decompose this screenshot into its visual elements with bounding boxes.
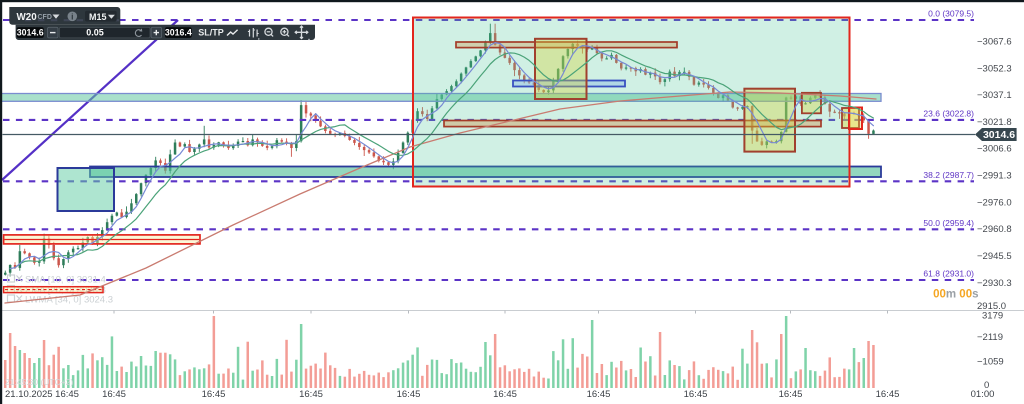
svg-text:21:45:30 (UTC+2): 21:45:30 (UTC+2) [5,377,73,387]
svg-text:3179: 3179 [982,311,1003,322]
svg-text:−2960.8: −2960.8 [977,224,1012,235]
svg-text:38.2 (2987.7): 38.2 (2987.7) [923,170,974,180]
svg-text:−2119: −2119 [977,332,1003,343]
svg-text:W20: W20 [17,12,38,23]
svg-text:0: 0 [984,380,989,391]
svg-text:−2991.3: −2991.3 [977,171,1012,182]
svg-text:−2945.5: −2945.5 [977,251,1012,262]
svg-text:3014.6: 3014.6 [983,129,1015,141]
svg-text:50.0 (2959.4): 50.0 (2959.4) [923,218,974,228]
svg-text:−3052.3: −3052.3 [977,63,1012,74]
svg-text:16:45: 16:45 [102,389,126,400]
svg-text:3016.4: 3016.4 [165,28,192,38]
svg-text:61.8 (2931.0): 61.8 (2931.0) [923,269,974,279]
svg-text:16:45: 16:45 [397,389,421,400]
svg-text:CFD: CFD [38,14,52,21]
svg-text:0.05: 0.05 [86,28,104,38]
svg-text:16:45: 16:45 [779,389,803,400]
svg-text:LWMA [34, 0] 3024.3: LWMA [34, 0] 3024.3 [25,295,113,306]
svg-text:−1059: −1059 [977,357,1004,368]
svg-text:SL/TP: SL/TP [198,28,224,38]
svg-text:21.10.2025 16:45: 21.10.2025 16:45 [5,389,79,400]
svg-text:16:45: 16:45 [587,389,611,400]
svg-text:16:45: 16:45 [299,389,323,400]
svg-text:16:45: 16:45 [493,389,517,400]
svg-text:EMA [20, 0] 3026.8: EMA [20, 0] 3026.8 [25,285,106,296]
svg-text:16:45: 16:45 [684,389,708,400]
svg-text:−3006.6: −3006.6 [977,144,1012,155]
svg-text:16:45: 16:45 [202,389,226,400]
svg-text:−2976.0: −2976.0 [977,197,1012,208]
svg-text:00m 00s: 00m 00s [933,289,978,301]
svg-text:−3067.6: −3067.6 [977,37,1012,48]
svg-text:23.6 (3022.8): 23.6 (3022.8) [923,109,974,119]
svg-text:01:00: 01:00 [971,389,995,400]
svg-text:i: i [71,11,73,21]
svg-text:−3037.1: −3037.1 [977,90,1012,101]
svg-text:SMA [10, 0] 3031.4: SMA [10, 0] 3031.4 [25,275,106,286]
svg-text:2915.0: 2915.0 [977,301,1006,312]
svg-text:M15: M15 [89,12,107,22]
svg-text:3014.6: 3014.6 [17,28,44,38]
svg-text:−3021.8: −3021.8 [977,117,1012,128]
svg-text:16:45: 16:45 [876,389,900,400]
svg-text:0.0 (3079.5): 0.0 (3079.5) [928,9,974,19]
svg-text:−2930.3: −2930.3 [977,278,1012,289]
